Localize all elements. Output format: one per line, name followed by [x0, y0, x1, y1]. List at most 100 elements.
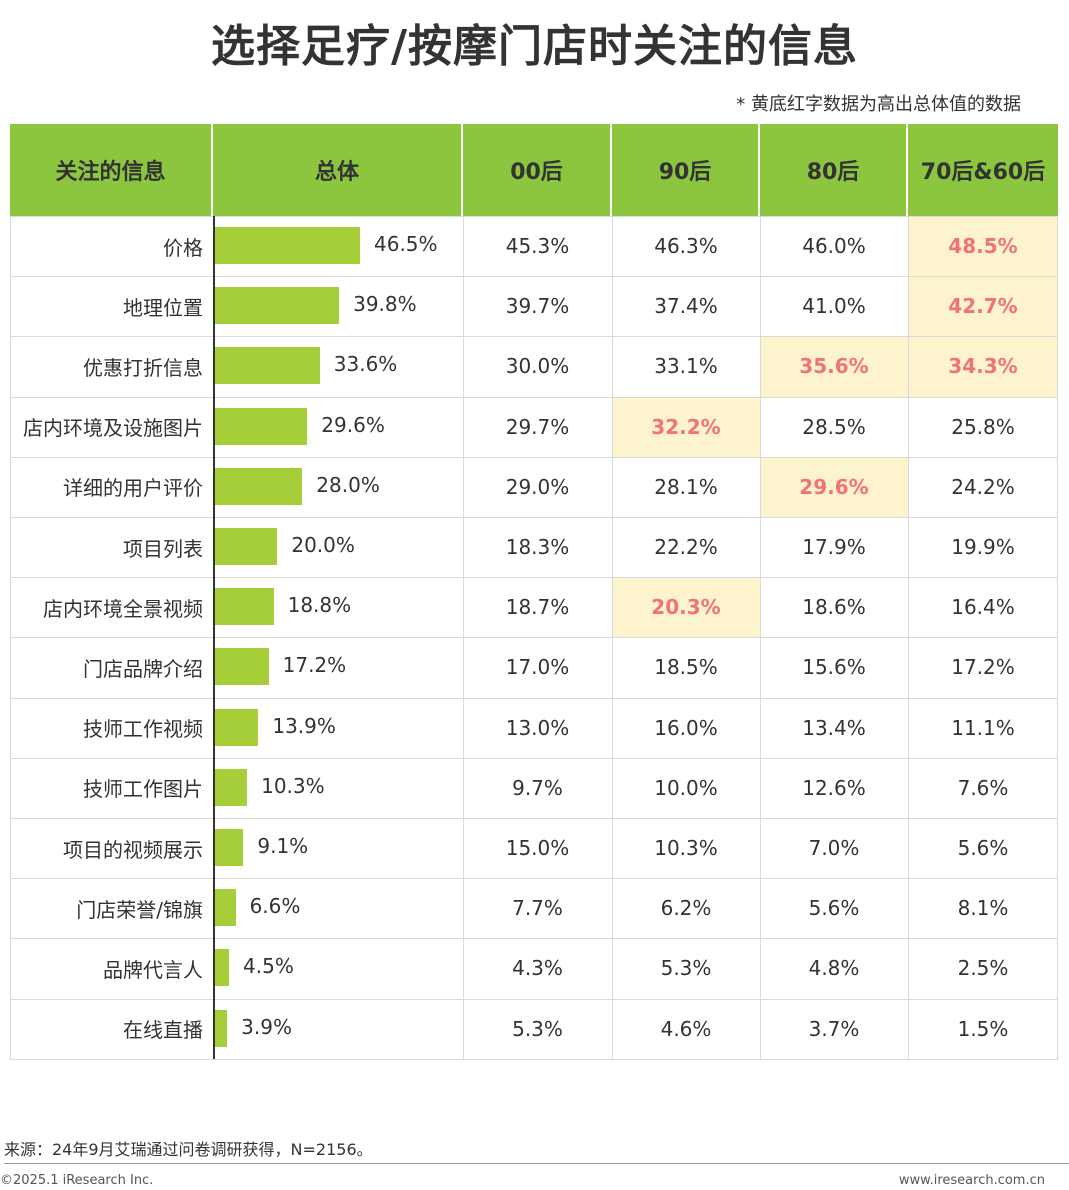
- overall-value-label: 33.6%: [333, 352, 398, 377]
- row-divider: [10, 878, 1058, 880]
- value-cell: 28.5%: [802, 414, 866, 439]
- column-divider: [10, 216, 11, 1059]
- overall-value-label: 6.6%: [249, 894, 301, 919]
- value-cell: 46.3%: [654, 234, 718, 259]
- overall-bar: [215, 528, 278, 565]
- overall-bar: [215, 227, 360, 264]
- overall-value-label: 17.2%: [282, 653, 347, 678]
- value-cell: 15.0%: [505, 836, 570, 861]
- overall-bar: [215, 889, 236, 927]
- value-cell: 9.7%: [512, 775, 563, 800]
- row-label: 技师工作图片: [83, 777, 203, 802]
- column-header: 70后&60后: [908, 124, 1058, 216]
- overall-value-label: 9.1%: [257, 834, 309, 858]
- value-cell: 42.7%: [908, 276, 1058, 337]
- value-cell: 46.0%: [802, 234, 866, 259]
- value-cell: 34.3%: [908, 336, 1058, 397]
- value-cell: 6.2%: [660, 896, 712, 921]
- row-divider: [10, 276, 1058, 278]
- value-cell: 17.0%: [505, 655, 570, 680]
- overall-value-label: 39.8%: [353, 292, 417, 317]
- overall-value-label: 20.0%: [291, 533, 355, 557]
- value-cell: 29.0%: [505, 474, 570, 499]
- overall-value-label: 10.3%: [261, 773, 325, 798]
- data-table: 关注的信息 总体 00后 90后 80后 70后&60后 45.3% 46.3% 46.0% 48…: [10, 124, 1058, 1060]
- overall-bar: [215, 1009, 228, 1047]
- row-divider: [10, 818, 1058, 819]
- column-header: 关注的信息: [10, 124, 211, 216]
- overall-bar: [215, 768, 248, 806]
- value-cell: 24.2%: [951, 474, 1015, 499]
- column-divider: [760, 216, 761, 1059]
- value-cell: 28.1%: [654, 474, 718, 499]
- column-header: 00后: [463, 124, 610, 216]
- value-cell: 18.5%: [654, 655, 718, 680]
- row-label: 详细的用户评价: [63, 476, 203, 501]
- row-label: 品牌代言人: [103, 957, 203, 982]
- value-cell: 10.3%: [654, 836, 718, 861]
- row-label: 门店荣誉/锦旗: [76, 897, 203, 922]
- overall-value-label: 29.6%: [321, 412, 385, 437]
- value-cell: 35.6%: [760, 336, 908, 397]
- column-divider: [1057, 216, 1058, 1059]
- value-cell: 10.0%: [654, 775, 718, 800]
- row-divider: [10, 637, 1058, 639]
- overall-value-label: 28.0%: [316, 472, 380, 497]
- row-divider: [10, 517, 1058, 518]
- bar-axis: [213, 216, 215, 1059]
- row-label: 地理位置: [123, 295, 203, 320]
- value-cell: 29.6%: [760, 456, 908, 517]
- value-cell: 37.4%: [654, 294, 718, 319]
- value-cell: 18.7%: [505, 595, 570, 620]
- value-cell: 5.6%: [957, 836, 1009, 861]
- row-label: 技师工作视频: [83, 717, 203, 742]
- value-cell: 4.3%: [512, 956, 563, 981]
- value-cell: 5.3%: [512, 1016, 563, 1041]
- value-cell: 48.5%: [908, 216, 1058, 277]
- page-title: 选择足疗/按摩门店时关注的信息: [210, 21, 859, 72]
- overall-bar: [215, 588, 274, 626]
- value-cell: 30.0%: [505, 354, 570, 379]
- column-divider: [612, 216, 613, 1059]
- row-label: 店内环境及设施图片: [23, 416, 203, 441]
- value-cell: 29.7%: [505, 414, 570, 439]
- overall-bar: [215, 467, 303, 505]
- column-divider: [908, 216, 909, 1059]
- value-cell: 1.5%: [957, 1016, 1009, 1041]
- row-divider: [10, 1058, 1058, 1060]
- overall-bar: [215, 648, 269, 686]
- value-cell: 12.6%: [802, 775, 866, 800]
- value-cell: 16.4%: [951, 595, 1015, 620]
- row-divider: [10, 396, 1058, 398]
- value-cell: 18.3%: [505, 535, 570, 560]
- highlight-note: * 黄底红字数据为高出总体值的数据: [736, 94, 1021, 115]
- overall-bar: [215, 829, 244, 866]
- column-divider: [463, 216, 464, 1059]
- row-label: 价格: [163, 235, 203, 260]
- value-cell: 5.3%: [660, 956, 712, 981]
- column-header: 总体: [213, 124, 461, 216]
- value-cell: 7.7%: [512, 896, 563, 921]
- column-header: 80后: [760, 124, 906, 216]
- overall-value-label: 3.9%: [241, 1014, 292, 1039]
- row-divider: [10, 757, 1058, 759]
- row-divider: [10, 336, 1058, 338]
- value-cell: 39.7%: [505, 294, 570, 319]
- row-divider: [10, 577, 1058, 579]
- row-divider: [10, 998, 1058, 1000]
- value-cell: 2.5%: [957, 956, 1009, 981]
- value-cell: 4.6%: [660, 1016, 712, 1041]
- value-cell: 22.2%: [654, 535, 718, 560]
- value-cell: 41.0%: [802, 294, 866, 319]
- value-cell: 20.3%: [612, 577, 760, 638]
- value-cell: 13.4%: [802, 715, 866, 740]
- row-label: 门店品牌介绍: [83, 656, 203, 681]
- overall-bar: [215, 407, 308, 445]
- overall-bar: [215, 287, 340, 325]
- row-divider: [10, 697, 1058, 699]
- value-cell: 8.1%: [957, 896, 1009, 921]
- row-label: 店内环境全景视频: [43, 596, 203, 621]
- column-header: 90后: [612, 124, 758, 216]
- value-cell: 17.9%: [802, 535, 866, 560]
- value-cell: 45.3%: [505, 234, 570, 259]
